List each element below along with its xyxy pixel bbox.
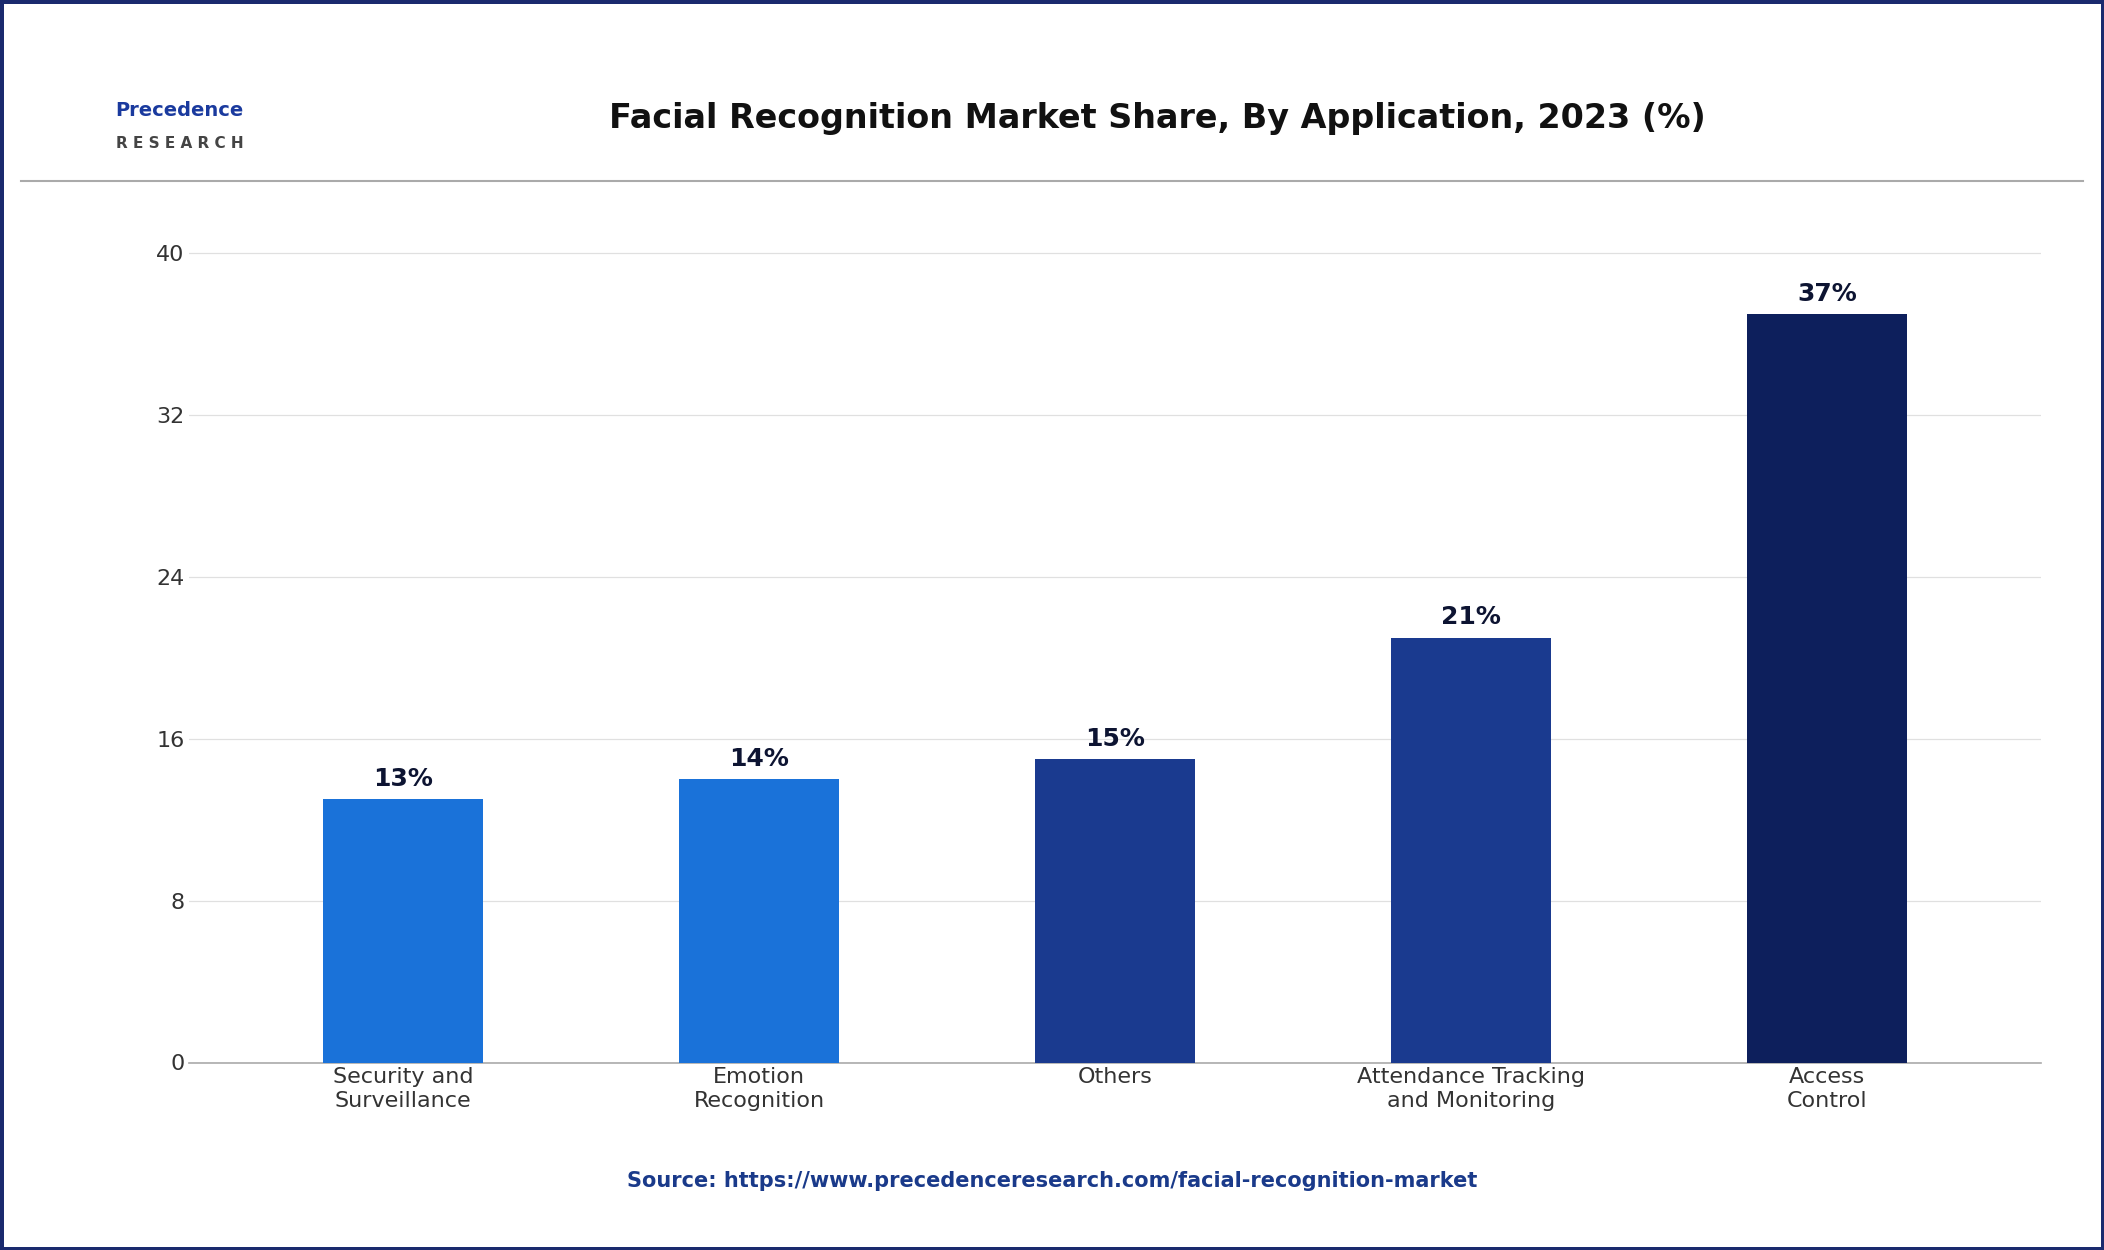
Bar <box>1035 759 1195 1062</box>
Text: R E S E A R C H: R E S E A R C H <box>116 136 244 151</box>
Text: 13%: 13% <box>372 768 433 791</box>
Bar <box>680 779 839 1062</box>
Text: 15%: 15% <box>1086 726 1145 751</box>
Text: 21%: 21% <box>1441 605 1500 630</box>
Text: 37%: 37% <box>1797 281 1858 305</box>
Text: 14%: 14% <box>730 748 789 771</box>
Bar <box>1391 638 1551 1062</box>
Bar <box>322 800 484 1062</box>
Text: Facial Recognition Market Share, By Application, 2023 (%): Facial Recognition Market Share, By Appl… <box>608 102 1706 135</box>
Bar <box>1746 314 1908 1062</box>
Text: Precedence: Precedence <box>116 100 244 120</box>
Text: Source: https://www.precedenceresearch.com/facial-recognition-market: Source: https://www.precedenceresearch.c… <box>627 1171 1477 1191</box>
